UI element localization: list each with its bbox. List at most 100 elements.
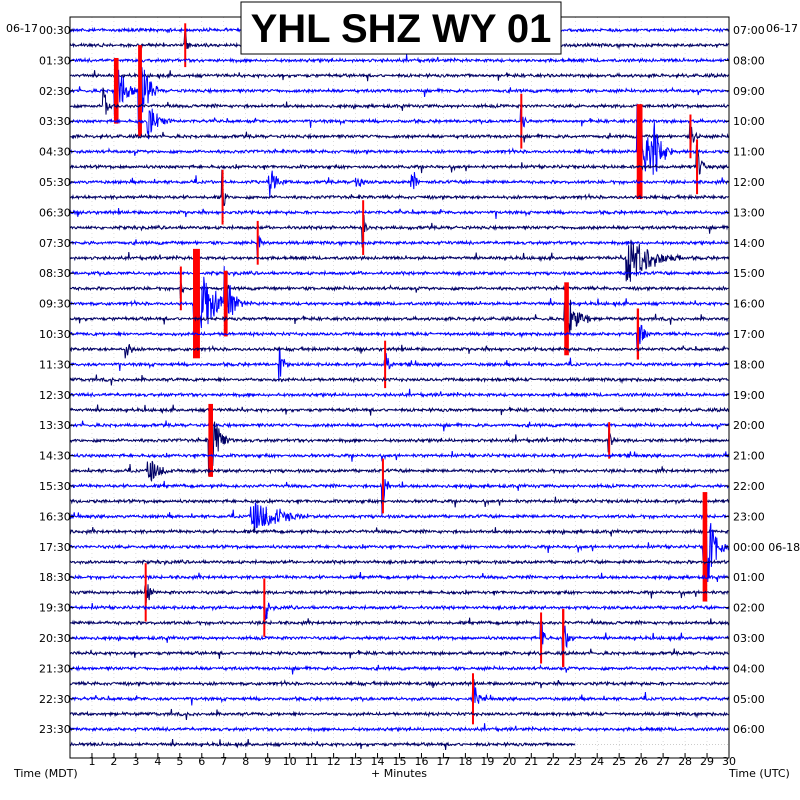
clipped-event-mark bbox=[144, 563, 147, 622]
left-time-label: 19:30 bbox=[39, 602, 71, 615]
ytick-layer: 00:30 01:30 02:30 03:30 04:30 05:30 06:30 07:30… bbox=[39, 24, 800, 736]
left-time-label: 08:30 bbox=[39, 267, 71, 280]
seismic-trace bbox=[69, 460, 730, 482]
x-tick-label: 19 bbox=[480, 755, 494, 768]
date-left: 06-17 bbox=[6, 22, 38, 35]
seismic-trace bbox=[69, 262, 730, 351]
seismic-trace bbox=[69, 120, 730, 148]
seismic-trace bbox=[69, 617, 730, 627]
seismic-trace bbox=[69, 103, 729, 184]
x-tick-label: 10 bbox=[283, 755, 297, 768]
x-tick-label: 21 bbox=[524, 755, 538, 768]
seismic-trace bbox=[69, 502, 730, 532]
seismic-trace bbox=[69, 388, 730, 399]
left-time-label: 14:30 bbox=[39, 450, 71, 463]
left-time-label: 03:30 bbox=[39, 115, 71, 128]
x-tick-label: 8 bbox=[242, 755, 249, 768]
clipped-event-mark bbox=[384, 340, 387, 389]
seismic-trace bbox=[69, 269, 729, 278]
right-time-label: 04:00 bbox=[733, 662, 765, 675]
xtick-layer: 1 2 3 4 5 6 7 8 9 10 11 12 13 14 15 16 17 18 19 20 21 22 23 24 2… bbox=[88, 753, 736, 768]
seismic-trace bbox=[69, 324, 729, 352]
chart-title: YHL SHZ WY 01 bbox=[251, 7, 552, 51]
seismic-trace bbox=[69, 420, 730, 432]
right-time-label: 00:00 06-18 bbox=[733, 541, 800, 554]
right-time-label: 19:00 bbox=[733, 389, 765, 402]
seismic-trace bbox=[69, 169, 729, 207]
seismic-trace bbox=[69, 65, 730, 134]
clipped-event-mark bbox=[179, 266, 182, 311]
seismic-trace bbox=[69, 451, 730, 462]
left-time-label: 10:30 bbox=[39, 328, 71, 341]
x-axis-label: + Minutes bbox=[371, 767, 427, 780]
left-time-label: 18:30 bbox=[39, 571, 71, 584]
left-time-label: 09:30 bbox=[39, 298, 71, 311]
seismic-trace bbox=[69, 108, 730, 140]
x-tick-label: 22 bbox=[546, 755, 560, 768]
left-time-label: 05:30 bbox=[39, 176, 71, 189]
seismic-trace bbox=[69, 87, 730, 115]
seismic-trace bbox=[69, 648, 730, 659]
clipped-event-mark bbox=[184, 23, 187, 68]
seismic-trace bbox=[69, 683, 730, 717]
seismic-trace bbox=[69, 584, 730, 604]
right-time-label: 23:00 bbox=[733, 510, 765, 523]
x-tick-label: 1 bbox=[88, 755, 95, 768]
date-right: 06-17 bbox=[766, 22, 798, 35]
left-time-label: 22:30 bbox=[39, 693, 71, 706]
left-time-label: 04:30 bbox=[39, 146, 71, 159]
left-time-label: 11:30 bbox=[39, 358, 71, 371]
seismic-trace bbox=[70, 738, 576, 751]
seismic-trace bbox=[69, 54, 730, 64]
x-tick-label: 24 bbox=[590, 755, 604, 768]
seismic-trace bbox=[69, 235, 729, 256]
left-time-label: 13:30 bbox=[39, 419, 71, 432]
clipped-event-mark bbox=[223, 270, 228, 337]
left-time-label: 12:30 bbox=[39, 389, 71, 402]
seismic-trace bbox=[69, 664, 729, 675]
seismic-trace bbox=[69, 207, 730, 220]
seismic-trace bbox=[69, 621, 730, 666]
seismic-trace bbox=[69, 70, 730, 82]
left-time-label: 01:30 bbox=[39, 54, 71, 67]
right-time-label: 13:00 bbox=[733, 206, 765, 219]
x-tick-label: 27 bbox=[656, 755, 670, 768]
x-tick-label: 11 bbox=[305, 755, 319, 768]
x-tick-label: 15 bbox=[393, 755, 407, 768]
x-tick-label: 30 bbox=[722, 755, 736, 768]
x-tick-label: 4 bbox=[154, 755, 161, 768]
x-tick-label: 7 bbox=[220, 755, 227, 768]
seismic-trace bbox=[69, 214, 729, 248]
left-time-label: 00:30 bbox=[39, 24, 71, 37]
seismic-trace bbox=[69, 602, 730, 621]
seismic-trace bbox=[69, 496, 730, 508]
right-axis-label: Time (UTC) bbox=[728, 767, 790, 780]
clipped-event-mark bbox=[564, 282, 569, 356]
x-tick-label: 20 bbox=[502, 755, 516, 768]
x-tick-label: 16 bbox=[414, 755, 428, 768]
clipped-event-mark bbox=[263, 578, 266, 637]
x-tick-label: 17 bbox=[436, 755, 450, 768]
x-tick-label: 28 bbox=[678, 755, 692, 768]
clipped-event-mark bbox=[208, 403, 214, 477]
x-tick-label: 29 bbox=[700, 755, 714, 768]
seismic-trace bbox=[69, 679, 730, 689]
seismic-trace bbox=[69, 723, 730, 733]
seismic-trace bbox=[69, 344, 730, 359]
right-time-label: 14:00 bbox=[733, 237, 765, 250]
x-tick-label: 13 bbox=[349, 755, 363, 768]
right-time-label: 22:00 bbox=[733, 480, 765, 493]
clipped-event-mark bbox=[562, 608, 565, 668]
seismic-trace bbox=[69, 572, 730, 583]
right-time-label: 16:00 bbox=[733, 298, 765, 311]
right-time-label: 18:00 bbox=[733, 358, 765, 371]
seismic-trace bbox=[69, 170, 729, 198]
x-tick-label: 14 bbox=[371, 755, 385, 768]
seismic-trace bbox=[70, 407, 730, 476]
title-box: YHL SHZ WY 01 bbox=[240, 1, 562, 55]
clipped-event-mark bbox=[471, 673, 474, 725]
clipped-event-mark bbox=[362, 200, 365, 255]
clipped-event-mark bbox=[520, 93, 523, 149]
clipped-event-mark bbox=[696, 139, 699, 195]
